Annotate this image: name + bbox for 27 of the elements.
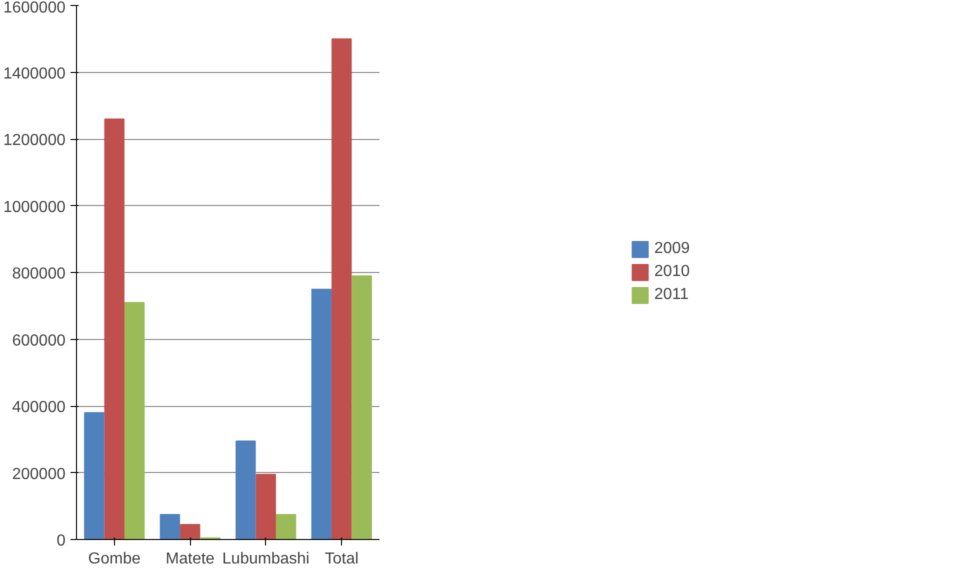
- legend-label: 2009: [654, 240, 690, 258]
- legend-label: 2010: [654, 263, 690, 281]
- y-tick-label: 0: [56, 532, 66, 550]
- legend-label: 2011: [654, 286, 689, 304]
- bar: [180, 524, 200, 540]
- bar: [332, 38, 352, 540]
- y-tick-label: 600000: [12, 332, 66, 350]
- y-tick-label: 200000: [12, 466, 66, 483]
- x-tick-label: Gombe: [88, 550, 141, 568]
- bar: [84, 412, 104, 540]
- y-tick-label: 400000: [12, 399, 66, 416]
- y-tick-label: 1400000: [3, 65, 66, 82]
- x-tick-label: Total: [324, 550, 359, 568]
- bar: [104, 118, 124, 540]
- bar: [352, 275, 372, 540]
- bar: [160, 514, 180, 540]
- y-tick-label: 800000: [12, 266, 66, 282]
- bar: [124, 302, 145, 540]
- bar: [311, 288, 332, 540]
- x-tick-label: Matete: [166, 550, 215, 568]
- bar: [256, 474, 276, 540]
- bar: [236, 440, 256, 540]
- y-tick-label: 1200000: [3, 132, 66, 149]
- y-tick-label: 1600000: [3, 0, 66, 16]
- x-tick-label: Lubumbashi: [222, 550, 310, 568]
- y-tick-label: 1000000: [3, 198, 66, 216]
- bar: [276, 514, 296, 540]
